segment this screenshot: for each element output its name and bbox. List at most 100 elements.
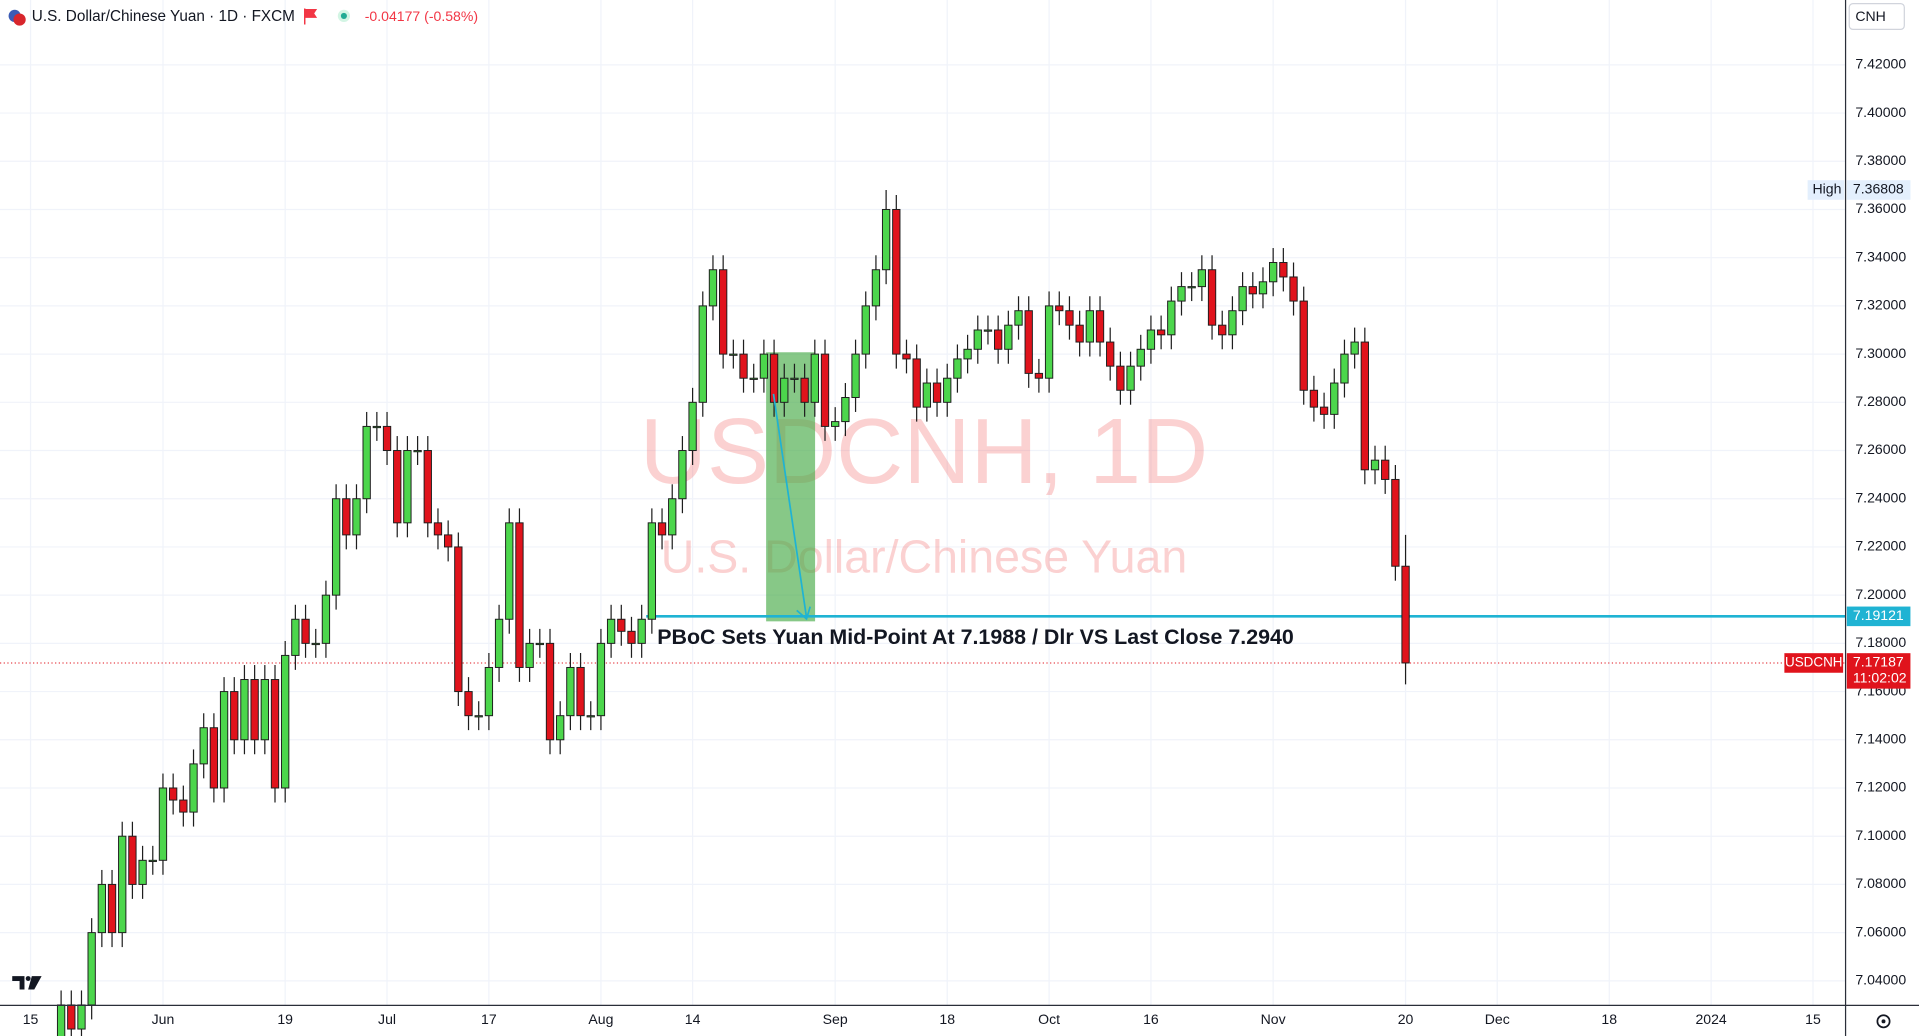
candle-body (586, 715, 595, 718)
candle-body (953, 358, 962, 379)
candle-body (729, 353, 738, 356)
candle-body (321, 594, 331, 644)
candle-body (943, 377, 952, 403)
x-tick-label: 19 (277, 1011, 293, 1027)
candle-body (1034, 372, 1044, 379)
y-tick-label: 7.30000 (1855, 345, 1906, 361)
candle-body (1095, 310, 1105, 343)
candle-body (1146, 329, 1156, 350)
candle-body (871, 269, 881, 307)
candle-body (1126, 365, 1135, 391)
candle-body (963, 348, 972, 360)
y-tick-label: 7.20000 (1855, 586, 1906, 602)
high-label-bg (1807, 180, 1845, 200)
tv-logo (12, 976, 42, 990)
status-dot (340, 12, 347, 19)
symbol-title: U.S. Dollar/Chinese Yuan · 1D · FXCM (32, 8, 295, 25)
candle-body (1014, 310, 1023, 326)
y-tick-label: 7.40000 (1855, 104, 1906, 120)
candle-body (1391, 478, 1400, 567)
candle-body (260, 679, 269, 741)
price-lines (0, 614, 1846, 664)
candle-body (1309, 389, 1319, 408)
candle-body (993, 329, 1003, 350)
candle-body (617, 618, 626, 632)
gear-icon-center[interactable] (1881, 1019, 1886, 1024)
candle-body (331, 498, 341, 596)
x-tick-label: Nov (1261, 1011, 1286, 1027)
x-tick-label: Oct (1038, 1011, 1060, 1027)
candle-body (739, 353, 748, 379)
candle-body (525, 642, 534, 668)
candle-body (494, 618, 504, 668)
y-tick-label: 7.28000 (1855, 393, 1906, 409)
candle-body (1167, 300, 1176, 336)
axes: 7.04000 7.06000 7.08000 7.10000 7.12000 7.140… (23, 56, 1907, 1027)
watermark: USDCNH, 1D U.S. Dollar/Chinese Yuan (640, 399, 1208, 582)
y-tick-label: 7.04000 (1855, 972, 1906, 988)
symbol-label-bg (1784, 653, 1844, 673)
candle-body (199, 727, 208, 765)
flag-icon (13, 13, 26, 26)
candle-body (56, 1004, 66, 1036)
candles (56, 189, 1410, 1036)
candle-body (1258, 281, 1268, 295)
candle-body (505, 522, 514, 620)
x-tick-label: 15 (23, 1011, 39, 1027)
candle-body (759, 353, 769, 379)
candle-body (1044, 305, 1054, 379)
y-tick-label: 7.14000 (1855, 731, 1906, 747)
x-tick-label: 18 (1601, 1011, 1617, 1027)
symbol-label: USDCNH (1785, 655, 1843, 670)
candle-body (932, 382, 942, 403)
candle-body (831, 421, 840, 427)
flag-button[interactable] (304, 8, 318, 25)
candle-body (545, 642, 555, 741)
currency-button[interactable] (1848, 3, 1905, 30)
candle-body (1187, 286, 1196, 289)
candle-body (698, 305, 707, 403)
y-tick-label: 7.06000 (1855, 923, 1906, 939)
candle-body (433, 522, 443, 536)
candle-body (1340, 353, 1349, 384)
candle-body (851, 353, 860, 398)
candle-body (281, 654, 290, 789)
last-price-label-bg (1846, 653, 1911, 689)
x-tick-label: Jun (152, 1011, 175, 1027)
candle-body (800, 377, 809, 403)
y-tick-label: 7.10000 (1855, 827, 1906, 843)
candle-body (1085, 310, 1094, 343)
candle-body (1269, 262, 1278, 283)
watermark-subtitle: U.S. Dollar/Chinese Yuan (661, 530, 1187, 582)
x-tick-label: 16 (1143, 1011, 1159, 1027)
y-tick-label: 7.34000 (1855, 248, 1906, 264)
candle-body (1156, 329, 1166, 336)
annotation: PBoC Sets Yuan Mid-Point At 7.1988 / Dlr… (657, 625, 1294, 649)
gear-icon[interactable] (1876, 1014, 1891, 1029)
logo-part (25, 976, 31, 981)
candle-body (138, 859, 147, 885)
high-value: 7.36808 (1853, 181, 1904, 197)
candle-body (250, 679, 259, 741)
candle-body (362, 425, 371, 500)
candle-body (566, 666, 575, 717)
x-tick-label: Dec (1485, 1011, 1510, 1027)
candle-body (973, 329, 982, 350)
candle-body (474, 715, 483, 718)
candle-body (382, 425, 392, 452)
candle-body (1228, 310, 1237, 336)
candle-body (1136, 348, 1145, 367)
candle-body (168, 787, 178, 801)
settings-button[interactable] (1876, 1014, 1891, 1029)
candle-body (1106, 341, 1115, 367)
candle-body (606, 618, 616, 644)
candle-body (1289, 276, 1298, 302)
candle-body (179, 799, 188, 813)
candle-body (443, 534, 453, 548)
candle-body (87, 932, 96, 1006)
x-tick-label: Sep (823, 1011, 848, 1027)
candle-body (647, 522, 657, 620)
candle-body (1381, 459, 1390, 480)
candle-body (1401, 565, 1410, 664)
